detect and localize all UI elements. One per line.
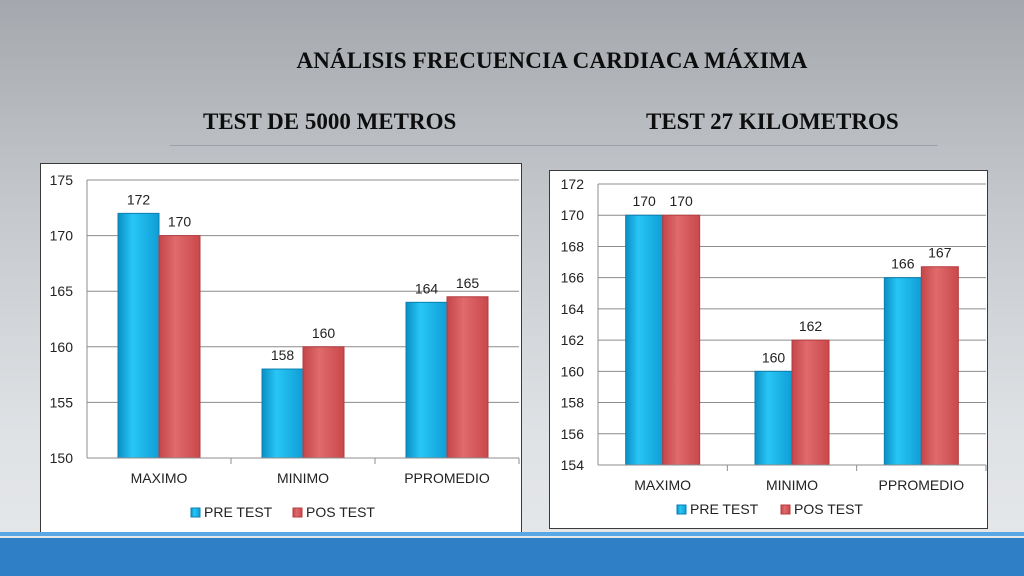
y-tick-label: 172: [561, 176, 585, 192]
y-tick-label: 155: [50, 394, 74, 410]
data-label: 164: [415, 280, 439, 296]
y-tick-label: 150: [50, 450, 74, 466]
y-tick-label: 162: [561, 332, 585, 348]
data-label: 170: [632, 193, 656, 209]
x-tick-label: MINIMO: [277, 470, 329, 486]
bar-pre-test: [883, 277, 922, 466]
y-tick-label: 160: [50, 339, 74, 355]
left-chart-subtitle: TEST DE 5000 METROS: [203, 109, 457, 134]
legend-swatch-pos-test: [292, 507, 303, 518]
data-label: 170: [669, 193, 693, 209]
y-tick-label: 160: [561, 363, 585, 379]
y-tick-label: 166: [561, 270, 585, 286]
y-tick-label: 154: [561, 457, 585, 473]
chart-5000m-svg: 150 155 160 165 170 175 MAXIMO 172 170 MINIMO 158 1…: [50, 172, 520, 520]
data-label: 167: [928, 245, 952, 261]
footer-band: [0, 538, 1024, 576]
bar-pre-test: [261, 368, 304, 459]
legend-label-pos-test: POS TEST: [306, 504, 375, 520]
chart-27km: 154 156 158 160 162 164 166 168 170 172 MAXIMO 170 1…: [549, 170, 988, 529]
legend-swatch-pre-test: [676, 504, 687, 515]
bar-pos-test: [158, 235, 201, 459]
bar-pos-test: [920, 266, 959, 466]
y-tick-label: 156: [561, 426, 585, 442]
x-tick-label: MAXIMO: [131, 470, 188, 486]
data-label: 160: [762, 349, 786, 365]
bar-pre-test: [625, 214, 664, 466]
bar-pre-test: [117, 212, 160, 459]
x-tick-label: MAXIMO: [634, 477, 691, 493]
legend-label-pre-test: PRE TEST: [690, 501, 759, 517]
x-tick-label: PPROMEDIO: [879, 477, 965, 493]
data-label: 160: [312, 325, 336, 341]
legend-swatch-pos-test: [780, 504, 791, 515]
bar-pos-test: [791, 339, 830, 466]
y-tick-label: 165: [50, 283, 74, 299]
legend-label-pre-test: PRE TEST: [204, 504, 273, 520]
y-tick-label: 158: [561, 395, 585, 411]
chart-5000m: 150 155 160 165 170 175 MAXIMO 172 170 MINIMO 158 1…: [40, 163, 522, 536]
data-label: 172: [127, 191, 151, 207]
y-tick-label: 170: [561, 207, 585, 223]
data-label: 170: [168, 214, 192, 230]
right-chart-subtitle: TEST 27 KILOMETROS: [646, 109, 899, 134]
data-label: 162: [799, 318, 823, 334]
y-tick-label: 168: [561, 238, 585, 254]
data-label: 165: [456, 275, 480, 291]
x-tick-label: MINIMO: [766, 477, 818, 493]
data-label: 158: [271, 347, 295, 363]
legend-swatch-pre-test: [190, 507, 201, 518]
bar-pos-test: [662, 214, 701, 466]
x-tick-label: PPROMEDIO: [404, 470, 490, 486]
legend-label-pos-test: POS TEST: [794, 501, 863, 517]
y-tick-label: 170: [50, 228, 74, 244]
bar-pre-test: [405, 301, 448, 459]
title-divider: [170, 145, 938, 146]
data-label: 166: [891, 256, 915, 272]
page-title: ANÁLISIS FRECUENCIA CARDIACA MÁXIMA: [296, 48, 808, 73]
bar-pos-test: [446, 296, 489, 459]
chart-27km-svg: 154 156 158 160 162 164 166 168 170 172 MAXIMO 170 1…: [561, 176, 987, 517]
bar-pre-test: [754, 370, 793, 466]
y-tick-label: 175: [50, 172, 74, 188]
bar-pos-test: [302, 346, 345, 459]
footer-accent-line: [0, 532, 1024, 536]
y-tick-label: 164: [561, 301, 585, 317]
